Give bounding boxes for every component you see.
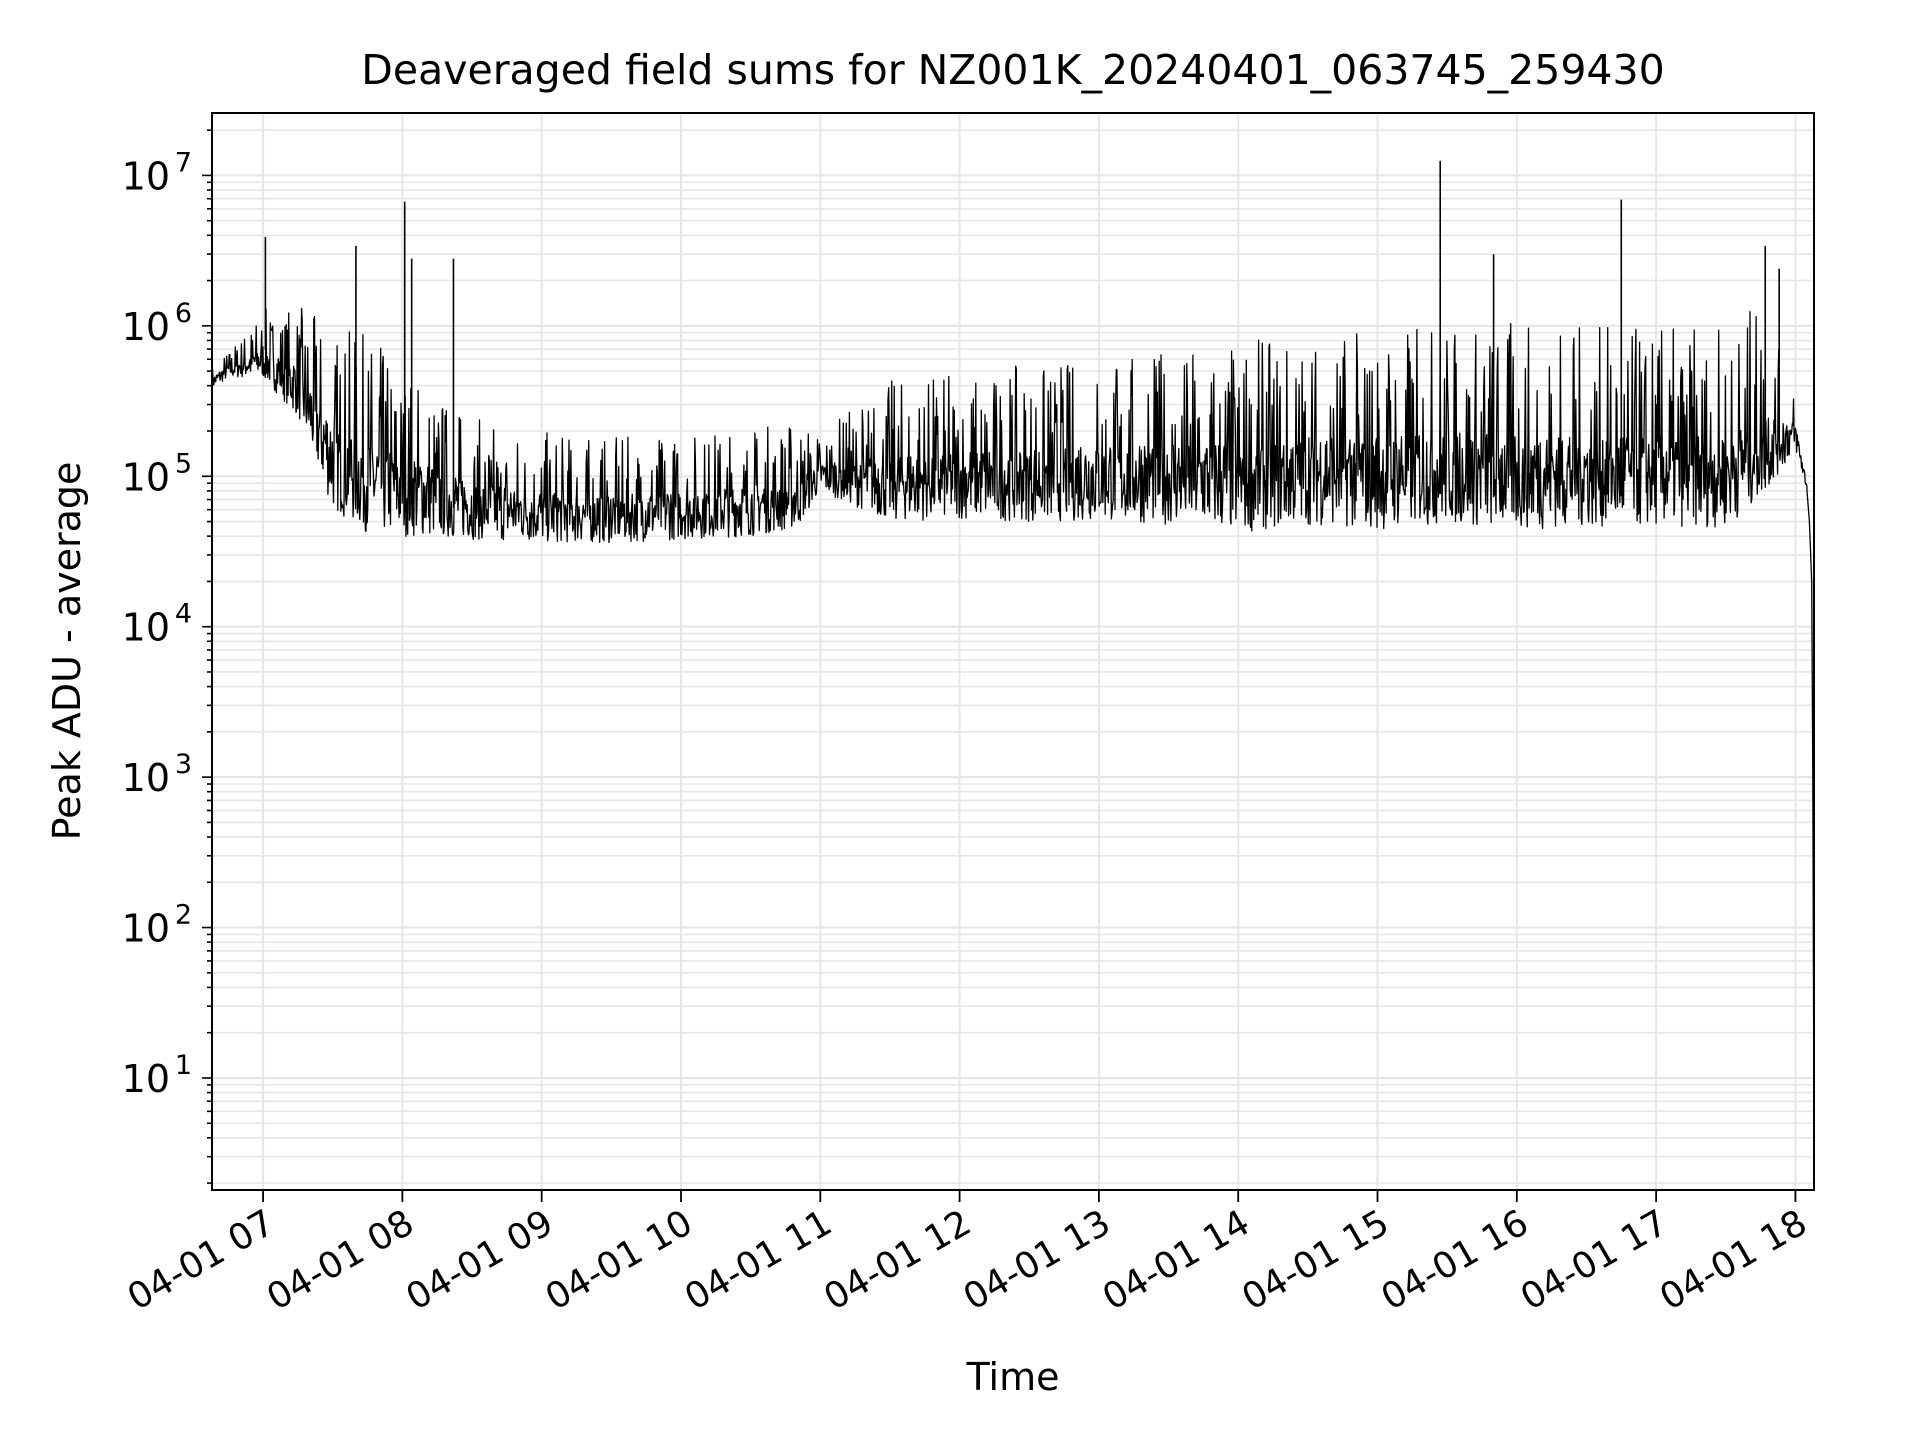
series-path [211,307,1815,1138]
y-tick-label: 10 [122,305,170,349]
series-line [211,160,1815,1138]
chart-title: Deaveraged field sums for NZ001K_2024040… [361,46,1664,94]
y-axis-label: Peak ADU - average [45,462,89,841]
y-tick-label: 10 [122,455,170,499]
y-tick-label: 10 [122,1057,170,1101]
y-tick-exponent: 5 [175,448,192,479]
y-tick-label: 10 [122,907,170,951]
grid [212,113,1814,1190]
y-tick-exponent: 3 [175,749,192,780]
y-tick-exponent: 2 [175,900,192,931]
y-tick-label: 10 [122,154,170,198]
y-tick-exponent: 6 [175,298,192,329]
y-tick-exponent: 7 [175,147,192,178]
y-tick-label: 10 [122,606,170,650]
y-tick-label: 10 [122,756,170,800]
x-axis-label: Time [966,1355,1060,1399]
plot-frame [211,112,1815,1191]
y-tick-exponent: 4 [175,599,192,630]
y-tick-exponent: 1 [175,1050,192,1081]
